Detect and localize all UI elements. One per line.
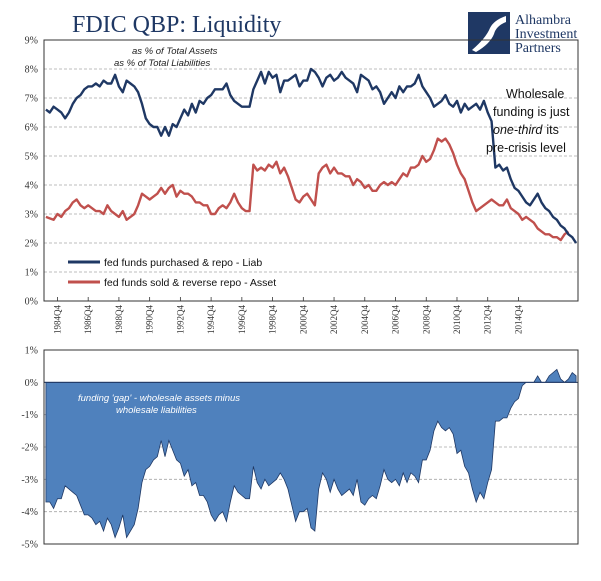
legend: fed funds purchased & repo - Liab fed fu…: [68, 257, 276, 289]
annotation-italic: one-third: [493, 123, 543, 137]
series-line-asset: [45, 137, 570, 242]
annotation-line-4: pre-crisis level: [486, 141, 566, 155]
annotation-line-2: funding is just: [493, 105, 570, 119]
top-y-tick-label: 2%: [25, 239, 38, 250]
top-x-tick-label: 2002Q4: [329, 305, 339, 334]
funding-gap-area: [44, 368, 577, 539]
top-x-tick-label: 2014Q4: [513, 305, 523, 334]
top-y-tick-label: 3%: [25, 210, 38, 221]
bottom-y-tick-label: -5%: [21, 540, 38, 551]
series-line-liab: [45, 67, 578, 244]
annotation-line-3: one-third its: [493, 123, 559, 137]
top-y-tick-label: 0%: [25, 297, 38, 308]
note-total-liabilities: as % of Total Liabilities: [114, 58, 211, 69]
top-series: [45, 67, 578, 244]
top-y-tick-label: 8%: [25, 65, 38, 76]
top-x-tick-label: 1986Q4: [83, 305, 93, 334]
top-y-tick-label: 9%: [25, 36, 38, 47]
gap-label-line-1: funding 'gap' - wholesale assets minus: [78, 393, 240, 404]
top-y-tick-label: 5%: [25, 152, 38, 163]
chart-title: FDIC QBP: Liquidity: [72, 12, 281, 38]
bottom-y-tick-label: -3%: [21, 475, 38, 486]
top-x-tick-label: 2004Q4: [360, 305, 370, 334]
top-x-tick-label: 1996Q4: [237, 305, 247, 334]
top-y-tick-label: 7%: [25, 94, 38, 105]
top-x-tick-label: 1994Q4: [206, 305, 216, 334]
top-x-tick-label: 1988Q4: [114, 305, 124, 334]
bottom-y-tick-label: -1%: [21, 410, 38, 421]
bottom-y-tick-label: -2%: [21, 443, 38, 454]
brand-logo-swoosh: [472, 16, 506, 52]
top-x-tick-label: 2000Q4: [298, 305, 308, 334]
top-x-tick-label: 2012Q4: [483, 305, 493, 334]
annotation-line-1: Wholesale: [506, 87, 564, 101]
top-x-tick-label: 2010Q4: [452, 305, 462, 334]
annotation-its: its: [546, 123, 559, 137]
top-gridlines: [44, 68, 578, 273]
bottom-y-axis: -5% -4% -3% -2% -1% 0% 1%: [21, 346, 38, 551]
brand-line-1: Alhambra: [515, 13, 572, 28]
top-x-tick-label: 2006Q4: [391, 305, 401, 334]
top-y-axis: 0% 1% 2% 3% 4% 5% 6% 7% 8% 9%: [25, 36, 38, 308]
top-y-tick-label: 4%: [25, 181, 38, 192]
top-x-tick-label: 2008Q4: [421, 305, 431, 334]
wholesale-annotation: Wholesale funding is just one-third its p…: [486, 87, 570, 155]
top-x-tick-label: 1998Q4: [268, 305, 278, 334]
bottom-y-tick-label: 1%: [25, 346, 38, 357]
brand-line-3: Partners: [515, 41, 561, 56]
bottom-y-tick-label: -4%: [21, 507, 38, 518]
bottom-plot-frame: [43, 349, 579, 545]
note-total-assets: as % of Total Assets: [132, 46, 218, 57]
legend-label-asset: fed funds sold & reverse repo - Asset: [104, 277, 276, 289]
top-x-tick-label: 1992Q4: [175, 305, 185, 334]
top-y-tick-label: 1%: [25, 268, 38, 279]
top-plot-frame: [43, 39, 579, 302]
brand-line-2: Investment: [515, 27, 577, 42]
top-x-tick-label: 1990Q4: [145, 305, 155, 334]
bottom-y-tick-label: 0%: [25, 378, 38, 389]
legend-label-liab: fed funds purchased & repo - Liab: [104, 257, 262, 269]
top-x-axis: 1984Q4 1986Q4 1988Q4 1990Q4 1992Q4 1994Q4 1996…: [52, 297, 523, 334]
top-x-tick-label: 1984Q4: [52, 305, 62, 334]
brand-logo: Alhambra Investment Partners: [468, 12, 577, 56]
bottom-area-series: [44, 368, 578, 539]
top-y-tick-label: 6%: [25, 123, 38, 134]
gap-label-line-2: wholesale liabilities: [116, 405, 197, 416]
